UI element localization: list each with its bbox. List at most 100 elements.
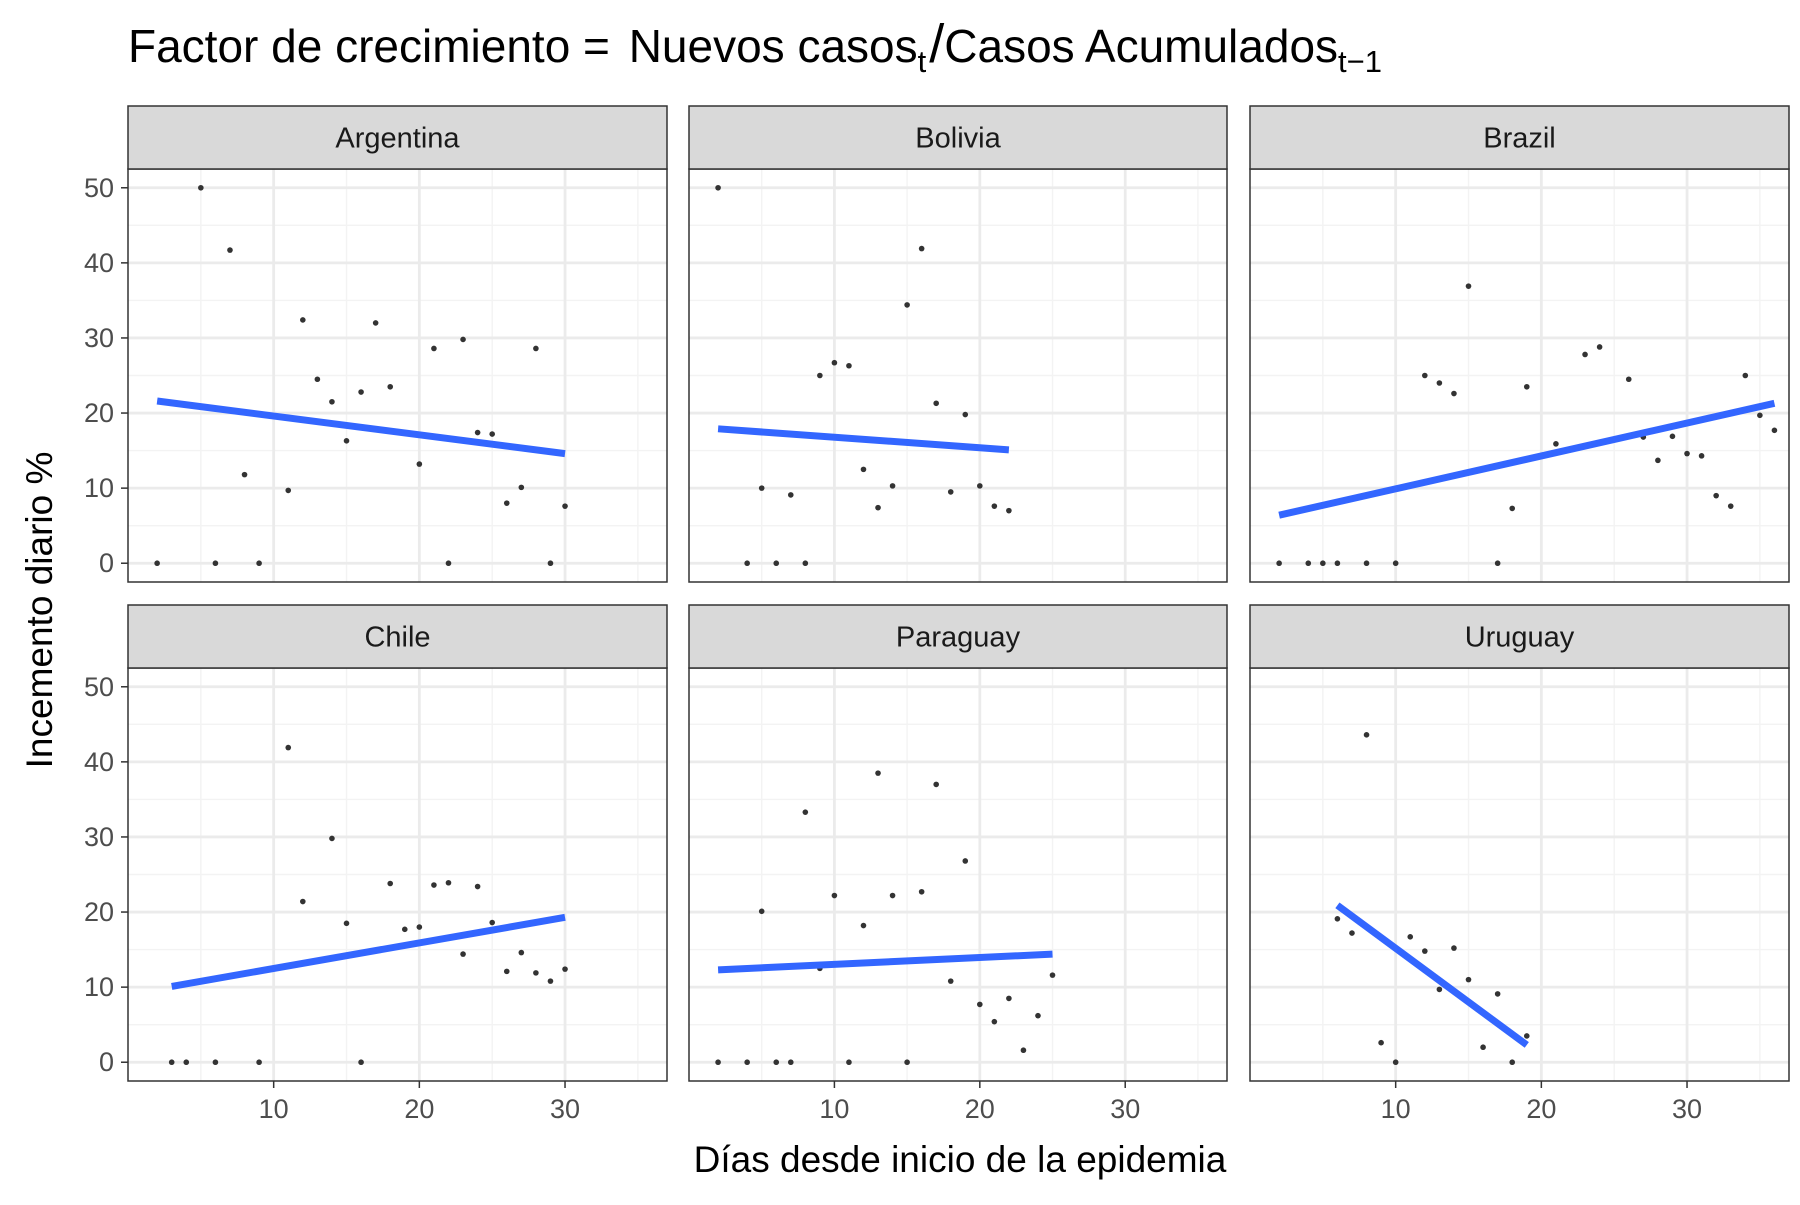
trend-line	[717, 425, 1010, 454]
data-point	[358, 1059, 364, 1066]
data-point	[1553, 441, 1559, 447]
data-point	[1509, 505, 1516, 512]
data-point	[183, 1059, 190, 1066]
data-point	[846, 1059, 852, 1066]
data-point	[168, 1059, 175, 1066]
data-point	[875, 770, 881, 776]
data-point	[518, 484, 525, 491]
data-point	[212, 560, 219, 567]
data-point	[918, 245, 925, 252]
y-tick-label: 10	[84, 473, 114, 503]
data-point	[343, 438, 350, 444]
x-tick-label: 10	[819, 1094, 849, 1124]
data-point	[715, 184, 721, 191]
data-point	[744, 560, 750, 567]
data-point	[460, 336, 466, 343]
data-point	[547, 560, 554, 567]
y-tick-label: 40	[84, 747, 114, 777]
data-point	[1494, 560, 1501, 567]
y-tick-label: 50	[84, 173, 114, 203]
data-point	[1465, 976, 1472, 983]
data-point	[1698, 453, 1705, 459]
facet-label-bolivia: Bolivia	[915, 123, 1001, 155]
title-numerator-subscript: t	[918, 44, 927, 79]
data-point	[1509, 1059, 1516, 1066]
data-point	[947, 978, 954, 984]
data-point	[1451, 945, 1457, 951]
data-point	[758, 485, 765, 491]
facet-argentina: Argentina 0 10 20 30 40 50	[84, 105, 668, 583]
data-point	[1742, 372, 1749, 379]
data-point	[503, 500, 510, 506]
data-point	[533, 345, 539, 352]
data-point	[285, 744, 292, 751]
data-point	[787, 1059, 794, 1066]
data-point	[474, 429, 481, 436]
data-point	[300, 898, 306, 905]
x-axis-title: Días desde inicio de la epidemia	[694, 1139, 1227, 1180]
data-point	[154, 560, 160, 567]
data-point	[460, 951, 466, 957]
data-point	[445, 560, 452, 567]
data-point	[904, 1059, 910, 1066]
data-point	[1378, 1039, 1384, 1046]
x-tick-label: 20	[965, 1094, 995, 1124]
facet-bolivia: Bolivia	[688, 105, 1228, 583]
data-point	[416, 924, 423, 930]
data-point	[1494, 991, 1501, 997]
data-point	[889, 892, 896, 899]
data-point	[1596, 344, 1603, 350]
data-point	[875, 504, 881, 511]
data-point	[1305, 560, 1312, 567]
data-point	[904, 302, 910, 308]
data-point	[1006, 507, 1012, 514]
y-tick-label: 50	[84, 672, 114, 702]
x-tick-label: 30	[550, 1094, 580, 1124]
data-point	[1363, 560, 1370, 567]
data-point	[1771, 427, 1778, 434]
trend-line	[1335, 902, 1529, 1048]
data-point	[329, 835, 335, 842]
data-point	[860, 922, 867, 929]
data-point	[241, 471, 248, 478]
data-point	[977, 483, 983, 489]
data-point	[1523, 1033, 1530, 1039]
y-tick-label: 30	[84, 822, 114, 852]
data-point	[198, 184, 204, 191]
data-point	[1582, 351, 1588, 358]
x-tick-label: 30	[1672, 1094, 1702, 1124]
data-point	[372, 320, 379, 326]
data-point	[802, 560, 809, 567]
data-point	[562, 503, 568, 509]
data-point	[1523, 383, 1530, 390]
x-tick-label: 20	[1526, 1094, 1556, 1124]
data-point	[1276, 560, 1282, 567]
data-point	[431, 345, 437, 352]
data-point	[562, 966, 568, 972]
data-point	[787, 492, 794, 498]
y-tick-label: 0	[99, 548, 114, 578]
data-point	[1436, 380, 1443, 386]
y-tick-label: 30	[84, 323, 114, 353]
title-slash: /	[929, 14, 944, 74]
data-point	[933, 400, 939, 407]
data-point	[1392, 560, 1399, 567]
data-point	[343, 920, 350, 927]
data-point	[212, 1059, 219, 1066]
data-point	[1669, 433, 1676, 440]
data-point	[300, 317, 306, 323]
data-point	[991, 1018, 998, 1025]
facet-strip	[1249, 604, 1790, 669]
trend-line	[171, 913, 566, 990]
data-point	[991, 503, 998, 509]
y-tick-label: 0	[99, 1047, 114, 1077]
data-point	[387, 383, 394, 390]
data-point	[947, 489, 954, 495]
x-tick-label: 20	[404, 1094, 434, 1124]
data-point	[773, 1059, 780, 1066]
trend-line	[156, 397, 566, 458]
trend-line	[1278, 399, 1776, 519]
facet-strip	[127, 105, 668, 170]
data-point	[1407, 934, 1414, 940]
